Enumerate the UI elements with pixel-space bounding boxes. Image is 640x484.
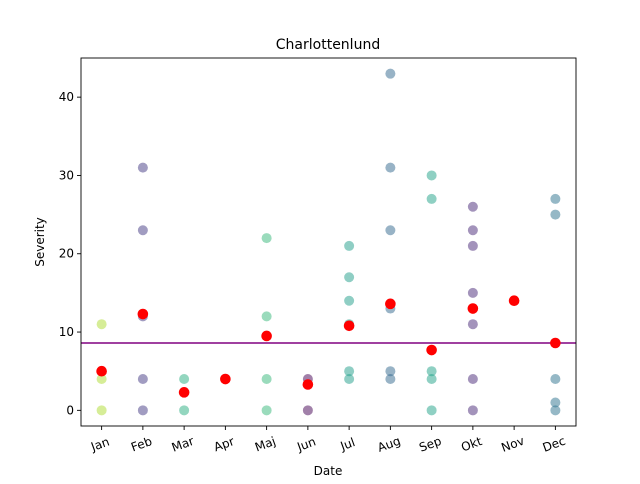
data-point bbox=[467, 405, 478, 416]
data-point bbox=[550, 209, 561, 220]
data-point bbox=[426, 366, 437, 377]
data-point bbox=[96, 319, 107, 330]
data-point bbox=[344, 272, 355, 283]
mean-point bbox=[220, 373, 231, 385]
data-point bbox=[179, 405, 190, 416]
x-tick-label: Sep bbox=[417, 434, 443, 455]
data-point bbox=[344, 366, 355, 377]
data-point bbox=[137, 225, 148, 236]
x-tick-label: Dec bbox=[541, 434, 568, 455]
x-axis-label: Date bbox=[314, 464, 343, 478]
x-tick-label: Feb bbox=[129, 434, 154, 454]
data-point bbox=[467, 374, 478, 385]
mean-point bbox=[385, 298, 396, 310]
data-point bbox=[261, 233, 272, 244]
data-point bbox=[385, 366, 396, 377]
data-point bbox=[302, 405, 313, 416]
data-point bbox=[550, 397, 561, 408]
x-tick-label: Apr bbox=[212, 434, 236, 454]
data-point bbox=[96, 374, 107, 385]
data-point bbox=[467, 201, 478, 212]
data-point bbox=[467, 287, 478, 298]
mean-point bbox=[178, 387, 190, 398]
chart-title: Charlottenlund bbox=[276, 37, 380, 53]
y-tick-label: 0 bbox=[66, 403, 74, 417]
x-tick-label: Jul bbox=[338, 435, 357, 453]
mean-point bbox=[550, 337, 561, 349]
data-point bbox=[385, 68, 396, 79]
y-tick-label: 20 bbox=[59, 247, 74, 261]
data-point bbox=[137, 162, 148, 173]
data-point bbox=[467, 240, 478, 251]
y-axis-label: Severity bbox=[33, 217, 47, 267]
x-tick-label: Maj bbox=[253, 434, 278, 454]
x-tick-label: Mar bbox=[170, 434, 196, 455]
data-point bbox=[137, 405, 148, 416]
data-point bbox=[426, 374, 437, 385]
mean-point bbox=[137, 308, 149, 320]
x-tick-label: Jan bbox=[88, 434, 111, 454]
x-tick-label: Jun bbox=[294, 434, 317, 454]
data-point bbox=[467, 225, 478, 236]
y-tick-label: 10 bbox=[59, 325, 74, 339]
mean-point bbox=[343, 320, 355, 332]
mean-point bbox=[467, 303, 479, 314]
axes-frame bbox=[80, 57, 577, 427]
mean-point bbox=[508, 295, 520, 307]
x-tick-label: Okt bbox=[459, 434, 484, 454]
data-point bbox=[96, 405, 107, 416]
data-point bbox=[426, 405, 437, 416]
data-point bbox=[550, 405, 561, 416]
mean-point bbox=[261, 330, 272, 342]
data-point bbox=[550, 374, 561, 385]
data-point bbox=[179, 374, 190, 385]
data-point bbox=[261, 311, 272, 322]
data-point bbox=[137, 374, 148, 385]
plot-area: 0 10 20 30 40 Jan Feb Mar Apr Maj Jun Jul Aug Sep Okt N… bbox=[59, 57, 577, 455]
data-point bbox=[344, 240, 355, 251]
x-tick-label: Nov bbox=[499, 434, 526, 455]
y-tick-label: 30 bbox=[59, 168, 74, 182]
data-point bbox=[550, 193, 561, 204]
y-tick-label: 40 bbox=[59, 90, 74, 104]
data-point bbox=[426, 193, 437, 204]
data-point bbox=[426, 170, 437, 181]
mean-point bbox=[426, 344, 437, 356]
data-point bbox=[385, 162, 396, 173]
x-tick-label: Aug bbox=[376, 434, 403, 455]
data-point bbox=[467, 319, 478, 330]
mean-point bbox=[302, 379, 314, 390]
mean-point bbox=[96, 365, 107, 377]
data-point bbox=[344, 374, 355, 385]
data-point bbox=[344, 295, 355, 306]
data-point bbox=[385, 374, 396, 385]
data-point bbox=[261, 405, 272, 416]
data-point bbox=[261, 374, 272, 385]
data-point bbox=[385, 225, 396, 236]
